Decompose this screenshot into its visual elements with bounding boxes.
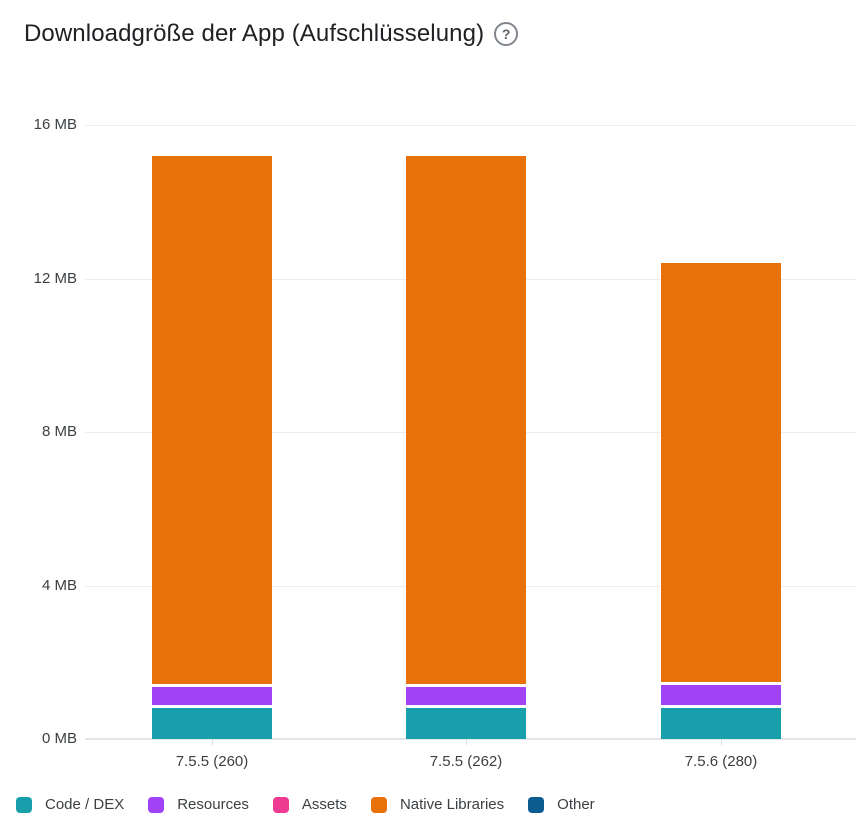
- bar-segment-native-libraries[interactable]: [661, 263, 781, 686]
- y-tick-label: 12 MB: [33, 269, 77, 287]
- legend-label: Native Libraries: [399, 796, 505, 813]
- x-tick: [212, 740, 213, 745]
- legend-item-native-libraries[interactable]: Native Libraries: [370, 796, 505, 813]
- x-tick: [466, 740, 467, 745]
- legend-label: Code / DEX: [45, 796, 125, 813]
- bar-segment-resources[interactable]: [661, 685, 781, 709]
- legend-swatch-icon: [16, 796, 32, 813]
- legend-swatch-icon: [370, 796, 387, 813]
- help-icon[interactable]: ?: [494, 22, 519, 46]
- bar-segment-resources[interactable]: [152, 687, 272, 709]
- legend-swatch-icon: [148, 796, 165, 813]
- y-tick-label: 8 MB: [41, 423, 77, 440]
- stacked-bar-7.5.5260[interactable]: [152, 155, 272, 739]
- legend-swatch-icon: [272, 796, 289, 813]
- y-tick-label: 0 MB: [41, 730, 77, 747]
- x-tick-label: 7.5.5 (262): [429, 753, 503, 770]
- stacked-bar-7.5.5262[interactable]: [406, 155, 526, 739]
- chart-header: Downloadgröße der App (Aufschlüsselung) …: [24, 18, 519, 50]
- legend-label: Other: [557, 796, 595, 813]
- bar-segment-code-dex[interactable]: [406, 708, 526, 739]
- bar-segment-code-dex[interactable]: [661, 708, 781, 739]
- chart-legend: Code / DEX Resources Assets Native Librarie…: [16, 796, 595, 813]
- x-tick-label: 7.5.6 (280): [684, 753, 758, 770]
- y-tick-label: 16 MB: [33, 116, 77, 133]
- legend-item-code-dex[interactable]: Code / DEX: [16, 796, 124, 813]
- x-tick: [721, 740, 722, 745]
- legend-item-assets[interactable]: Assets: [272, 796, 347, 813]
- page-title: Downloadgröße der App (Aufschlüsselung): [24, 20, 485, 47]
- bar-segment-native-libraries[interactable]: [152, 155, 272, 688]
- x-tick-label: 7.5.5 (260): [175, 753, 249, 770]
- gridline-0mb: [85, 738, 856, 740]
- bar-segment-native-libraries[interactable]: [406, 155, 526, 688]
- legend-swatch-icon: [528, 796, 545, 813]
- bar-segment-code-dex[interactable]: [152, 708, 272, 739]
- legend-label: Resources: [177, 796, 249, 813]
- legend-item-other[interactable]: Other: [528, 796, 595, 813]
- y-tick-label: 4 MB: [41, 576, 77, 594]
- bar-segment-resources[interactable]: [406, 687, 526, 709]
- legend-label: Assets: [301, 796, 347, 813]
- legend-item-resources[interactable]: Resources: [148, 796, 249, 813]
- stacked-bar-7.5.6280[interactable]: [661, 263, 781, 739]
- gridline-16mb: [85, 125, 856, 126]
